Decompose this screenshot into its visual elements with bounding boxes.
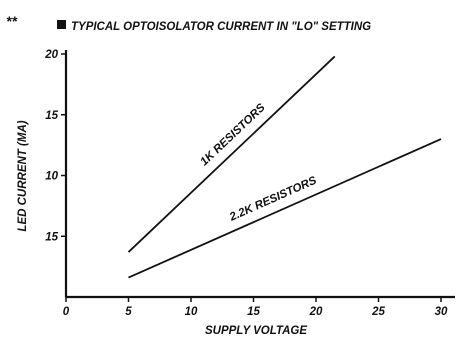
ticks: 0 5 10 15 20 25 30 15 10 15 20 — [44, 49, 448, 318]
y-tick-label: 20 — [44, 49, 58, 61]
title-bullet-icon — [57, 20, 66, 29]
series — [127, 55, 442, 279]
x-axis-label: SUPPLY VOLTAGE — [205, 325, 307, 337]
y-tick-label: 15 — [45, 231, 58, 243]
x-tick-label: 5 — [125, 306, 132, 318]
chart-title: TYPICAL OPTOISOLATOR CURRENT IN "LO" SET… — [71, 21, 371, 33]
y-axis-label: LED CURRENT (MA) — [17, 120, 29, 231]
x-tick-label: 20 — [309, 306, 323, 318]
title-prefix: ** — [6, 13, 17, 29]
title-group: ** TYPICAL OPTOISOLATOR CURRENT IN "LO" … — [6, 13, 371, 33]
x-tick-label: 0 — [63, 306, 70, 318]
x-tick-label: 30 — [435, 306, 448, 318]
x-tick-label: 10 — [185, 306, 198, 318]
x-tick-label: 25 — [371, 306, 385, 318]
series-line — [128, 138, 442, 279]
series-line — [127, 55, 336, 253]
axes — [64, 50, 455, 299]
x-tick-label: 15 — [247, 306, 260, 318]
y-tick-label: 15 — [45, 110, 58, 122]
y-tick-label: 10 — [45, 171, 58, 183]
series-label: 1K RESISTORS — [198, 101, 268, 168]
